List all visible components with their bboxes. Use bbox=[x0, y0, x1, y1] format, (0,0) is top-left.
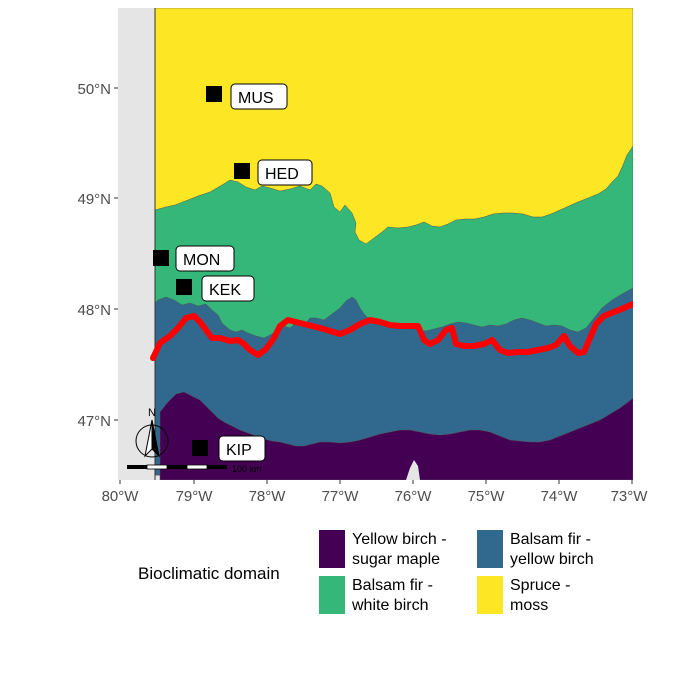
y-axis: 50°N 49°N 48°N 47°N bbox=[77, 81, 118, 430]
site-marker-kek bbox=[176, 279, 192, 295]
legend-label-line1: Balsam fir - bbox=[510, 531, 591, 548]
legend-item-spruce-moss: Spruce - moss bbox=[477, 576, 640, 616]
legend-label-line2: white birch bbox=[352, 597, 429, 614]
x-tick-label: 74°W bbox=[541, 488, 579, 505]
x-tick-label: 76°W bbox=[395, 488, 433, 505]
x-tick-label: 73°W bbox=[611, 488, 649, 505]
legend-swatch bbox=[319, 530, 345, 568]
site-marker-mon bbox=[153, 250, 169, 266]
site-label-hed: HED bbox=[257, 159, 313, 186]
legend-label-line2: yellow birch bbox=[510, 551, 594, 568]
svg-text:KIP: KIP bbox=[226, 442, 252, 459]
legend-title: Bioclimatic domain bbox=[138, 564, 280, 583]
site-marker-hed bbox=[234, 163, 250, 179]
y-tick-label: 48°N bbox=[77, 302, 111, 319]
legend-swatch bbox=[477, 576, 503, 614]
svg-text:HED: HED bbox=[265, 166, 299, 183]
site-label-kip: KIP bbox=[218, 435, 266, 462]
svg-text:MON: MON bbox=[183, 252, 220, 269]
legend-item-balsam-fir-yellow-birch: Balsam fir - yellow birch bbox=[477, 530, 640, 570]
site-label-mus: MUS bbox=[230, 83, 288, 110]
svg-text:KEK: KEK bbox=[209, 282, 241, 299]
y-tick-label: 49°N bbox=[77, 191, 111, 208]
site-marker-mus bbox=[206, 86, 222, 102]
legend-label-line2: moss bbox=[510, 597, 549, 614]
grey-patch bbox=[406, 460, 420, 480]
map-panel: MUS HED MON KEK KIP N bbox=[118, 8, 633, 480]
y-tick-label: 47°N bbox=[77, 413, 111, 430]
north-arrow-icon: N bbox=[135, 407, 169, 458]
x-tick-label: 78°W bbox=[249, 488, 287, 505]
legend-item-yellow-birch-sugar-maple: Yellow birch - sugar maple bbox=[319, 530, 482, 570]
svg-text:N: N bbox=[148, 407, 156, 419]
legend-swatch bbox=[319, 576, 345, 614]
x-tick-label: 77°W bbox=[322, 488, 360, 505]
outside-area-strip bbox=[118, 8, 155, 480]
site-marker-kip bbox=[192, 440, 208, 456]
red-boundary-line bbox=[150, 301, 633, 361]
x-tick-label: 80°W bbox=[102, 488, 140, 505]
legend-item-balsam-fir-white-birch: Balsam fir - white birch bbox=[319, 576, 482, 616]
x-tick-label: 79°W bbox=[176, 488, 214, 505]
legend-label-line1: Spruce - bbox=[510, 577, 571, 594]
site-label-kek: KEK bbox=[201, 275, 255, 302]
svg-text:100 km: 100 km bbox=[232, 464, 262, 474]
x-tick-label: 75°W bbox=[468, 488, 506, 505]
svg-text:MUS: MUS bbox=[238, 90, 274, 107]
legend-label-line1: Yellow birch - bbox=[352, 531, 447, 548]
site-label-mon: MON bbox=[175, 245, 235, 272]
y-tick-label: 50°N bbox=[77, 81, 111, 98]
scale-bar: 100 km bbox=[127, 464, 262, 474]
legend-label-line2: sugar maple bbox=[352, 551, 441, 568]
legend-label-line1: Balsam fir - bbox=[352, 577, 433, 594]
x-axis: 80°W 79°W 78°W 77°W 76°W 75°W 74°W 73°W bbox=[102, 480, 649, 505]
region-yellow-birch-sugar-maple bbox=[159, 391, 633, 480]
legend-swatch bbox=[477, 530, 503, 568]
